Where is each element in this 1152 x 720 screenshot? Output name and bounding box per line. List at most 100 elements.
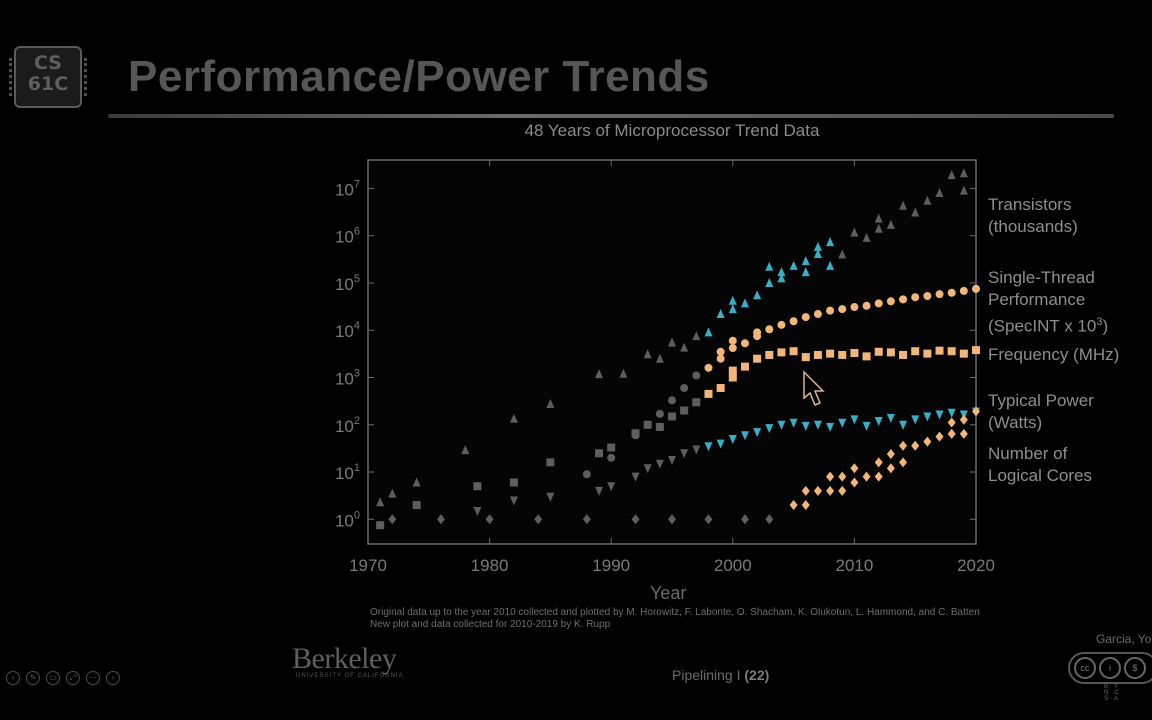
single-thread-point	[753, 328, 762, 337]
frequency-point	[607, 443, 616, 452]
single-thread-point	[862, 301, 871, 310]
transistors-point	[801, 267, 810, 277]
cores-point	[899, 457, 908, 468]
power-point	[801, 421, 810, 431]
transistors-point	[716, 309, 725, 319]
cores-point	[947, 428, 956, 439]
x-axis-title: Year	[650, 583, 687, 603]
cores-point	[436, 514, 445, 525]
frequency-point	[728, 366, 737, 375]
transistors-point	[959, 168, 968, 178]
transistors-point	[461, 445, 470, 455]
frequency-point	[753, 354, 762, 363]
single-thread-point	[607, 453, 616, 462]
frequency-point	[874, 347, 883, 356]
cores-point	[534, 514, 543, 525]
frequency-point	[923, 349, 932, 358]
single-thread-point	[813, 310, 822, 319]
power-point	[631, 472, 640, 482]
credit-line: New plot and data collected for 2010-201…	[370, 619, 611, 630]
transistors-point	[595, 369, 604, 379]
subtitle-icon[interactable]: ▭	[46, 671, 60, 685]
next-icon[interactable]: ›	[106, 671, 120, 685]
cores-point	[959, 414, 968, 425]
frequency-point	[509, 478, 518, 487]
transistors-point	[619, 368, 628, 378]
y-tick-label: 101	[335, 462, 360, 483]
slide-controls: ‹ ✎ ▭ ⤢ ⋯ ›	[6, 671, 120, 685]
page-number: (22)	[744, 667, 770, 683]
cores-point	[923, 436, 932, 447]
frequency-point	[631, 429, 640, 438]
prev-icon[interactable]: ‹	[6, 671, 20, 685]
frequency-point	[935, 346, 944, 355]
y-tick-label: 103	[335, 368, 360, 389]
x-tick-label: 1990	[592, 556, 630, 575]
x-tick-label: 2000	[714, 556, 752, 575]
author-name: Garcia, Yo	[1096, 632, 1152, 646]
power-point	[668, 455, 676, 465]
single-thread-point	[947, 288, 956, 297]
frequency-point	[838, 350, 847, 359]
frequency-point	[886, 348, 895, 357]
cores-point	[668, 514, 676, 525]
cores-point	[899, 440, 908, 451]
exponent: 3	[1096, 316, 1103, 328]
frequency-point	[655, 422, 664, 431]
cores-point	[813, 485, 822, 496]
cores-point	[947, 417, 956, 428]
transistors-point	[668, 337, 676, 347]
cores-point	[631, 514, 640, 525]
pen-icon[interactable]: ✎	[26, 671, 40, 685]
transistors-point	[826, 237, 835, 247]
single-thread-point	[826, 306, 835, 315]
series-label-transistors: Transistors (thousands)	[988, 195, 1078, 236]
transistors-point	[947, 170, 956, 180]
single-thread-point	[728, 336, 737, 345]
series-label-frequency: Frequency (MHz)	[988, 345, 1120, 364]
transistors-point	[728, 295, 737, 305]
cores-point	[959, 428, 968, 439]
footer-topic: Pipelining I (22)	[672, 667, 769, 683]
fullscreen-icon[interactable]: ⤢	[66, 671, 80, 685]
transistors-point	[801, 256, 810, 266]
nc-icon: $	[1124, 657, 1146, 679]
single-thread-point	[704, 363, 713, 372]
cc-icon: cc	[1074, 657, 1096, 679]
power-point	[947, 408, 956, 418]
power-point	[777, 420, 786, 430]
power-point	[680, 449, 689, 459]
frequency-point	[765, 350, 774, 359]
transistors-point	[862, 232, 871, 242]
cores-point	[850, 463, 859, 474]
slide-title: Performance/Power Trends	[128, 52, 710, 101]
y-tick-label: 105	[335, 273, 360, 294]
single-thread-point	[911, 293, 920, 302]
cores-point	[886, 463, 895, 474]
single-thread-point	[972, 284, 980, 293]
topic-name: Pipelining I	[672, 667, 741, 683]
frequency-point	[728, 373, 737, 382]
cores-point	[935, 431, 944, 442]
frequency-point	[777, 348, 786, 357]
power-point	[765, 424, 774, 434]
single-thread-point	[935, 290, 944, 299]
more-icon[interactable]: ⋯	[86, 671, 100, 685]
frequency-point	[680, 406, 689, 415]
cores-point	[388, 514, 397, 525]
power-point	[704, 442, 713, 452]
series-label-power: Typical Power (Watts)	[988, 391, 1094, 432]
power-point	[643, 464, 652, 474]
transistors-point	[376, 497, 385, 507]
power-point	[595, 486, 604, 496]
cores-point	[911, 440, 920, 451]
power-point	[789, 418, 798, 428]
transistors-point	[740, 298, 749, 308]
frequency-point	[412, 501, 421, 510]
transistors-point	[838, 249, 847, 259]
cores-point	[838, 485, 847, 496]
power-point	[935, 410, 944, 420]
series-label-single-thread: Single-Thread Performance (SpecINT x 103…	[988, 268, 1109, 336]
transistors-point	[826, 260, 835, 270]
